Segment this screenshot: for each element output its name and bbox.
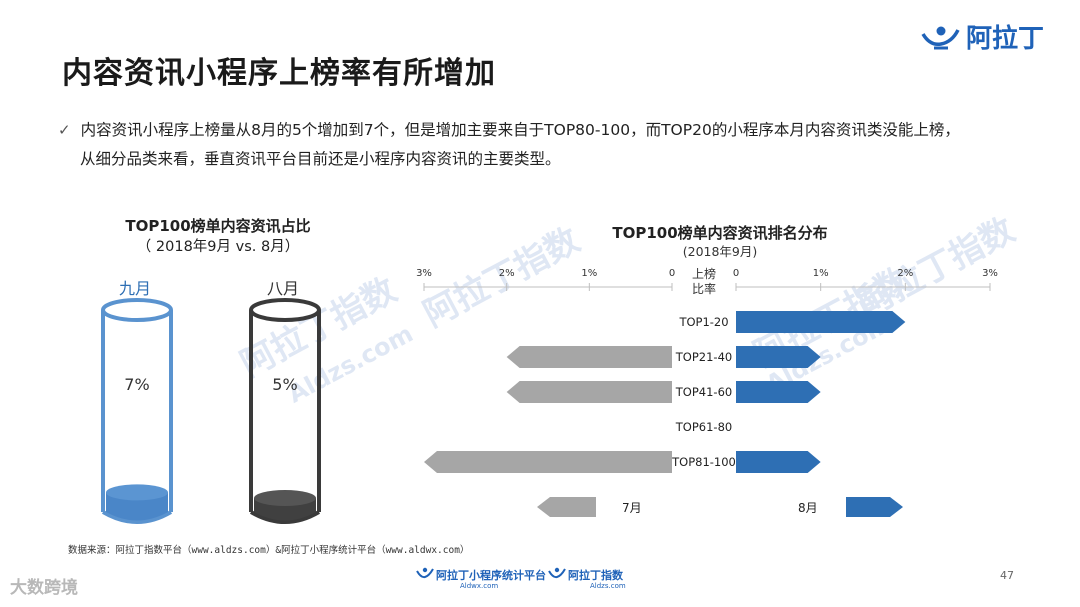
bar-jul-top81-100 [424,451,672,473]
cylinder-sept [101,298,173,524]
right-axis-tick-label: 2% [897,268,913,279]
legend-swatch-jul [537,497,596,517]
check-icon: ✓ [58,121,71,139]
page-title: 内容资讯小程序上榜率有所增加 [62,56,496,91]
left-axis-tick-label: 2% [499,268,515,279]
cylinder-value-sept: 7% [124,375,150,394]
bar-jul-top41-60 [506,381,672,403]
bar-aug-top21-40 [736,346,821,368]
footer-brand-stats: 阿拉丁小程序统计平台 [436,569,546,582]
right-axis-tick-label: 1% [813,268,829,279]
cylinder-aug-top [249,298,321,322]
bullet-text-line1: ✓ 内容资讯小程序上榜量从8月的5个增加到7个，但是增加主要来自于TOP80-10… [58,118,960,140]
bar-jul-top21-40 [506,346,672,368]
left-chart-subtitle: （ 2018年9月 vs. 8月） [136,239,300,255]
bullet-line1: 内容资讯小程序上榜量从8月的5个增加到7个，但是增加主要来自于TOP80-100… [80,121,960,139]
bar-aug-top81-100 [736,451,821,473]
bullet-line2: 从细分品类来看，垂直资讯平台目前还是小程序内容资讯的主要类型。 [80,150,561,168]
left-chart-title: TOP100榜单内容资讯占比 [125,217,311,235]
cylinder-aug-fill [254,490,316,521]
lamp-icon [921,26,960,49]
center-axis-label-line1: 上榜 [692,266,716,281]
cylinder-aug-liquid-top [254,490,316,506]
left-axis-tick-label: 3% [416,268,432,279]
source-note: 数据来源：阿拉丁指数平台（www.aldzs.com）&阿拉丁小程序统计平台（w… [68,545,470,556]
cylinder-label-sept: 九月 [118,279,151,298]
right-chart-title: TOP100榜单内容资讯排名分布 [612,224,828,242]
cylinder-sept-fill [106,484,168,521]
legend-swatch-aug [846,497,903,517]
category-label: TOP81-100 [671,455,736,469]
right-axis-tick-label: 3% [982,268,998,279]
cylinder-sept-top [101,298,173,322]
corner-watermark: 大数跨境 [10,578,78,598]
cylinder-label-aug: 八月 [266,279,299,298]
category-label: TOP61-80 [675,420,732,434]
logo-text: 阿拉丁 [966,24,1045,54]
category-label: TOP21-40 [675,350,732,364]
cylinder-aug [249,298,321,524]
footer-logo-icon-1 [416,567,434,579]
cylinder-sept-liquid-top [106,484,168,501]
legend-label-jul: 7月 [622,501,642,515]
center-axis-label-line2: 比率 [692,281,716,296]
cylinder-aug-bottom [249,510,321,524]
legend-label-aug: 8月 [798,501,818,515]
footer-logo-icon-2 [548,567,566,579]
brand-logo: 阿拉丁 [920,18,1044,55]
footer-brand-index: 阿拉丁指数 [568,569,623,582]
page-number: 47 [1000,569,1014,582]
left-axis-tick-label: 1% [581,268,597,279]
category-label: TOP41-60 [675,385,732,399]
bar-aug-top1-20 [736,311,906,333]
right-chart-subtitle: (2018年9月) [682,244,758,259]
right-axis-tick-label: 0 [733,268,739,279]
cylinder-sept-liquid [106,492,168,521]
left-axis-tick-label: 0 [669,268,675,279]
cylinder-sept-bottom [101,510,173,524]
cylinder-value-aug: 5% [272,375,298,394]
category-label: TOP1-20 [678,315,728,329]
footer-brand-index-domain: Aldzs.com [590,582,626,590]
bar-aug-top41-60 [736,381,821,403]
footer-brand-stats-domain: Aldwx.com [460,582,499,590]
